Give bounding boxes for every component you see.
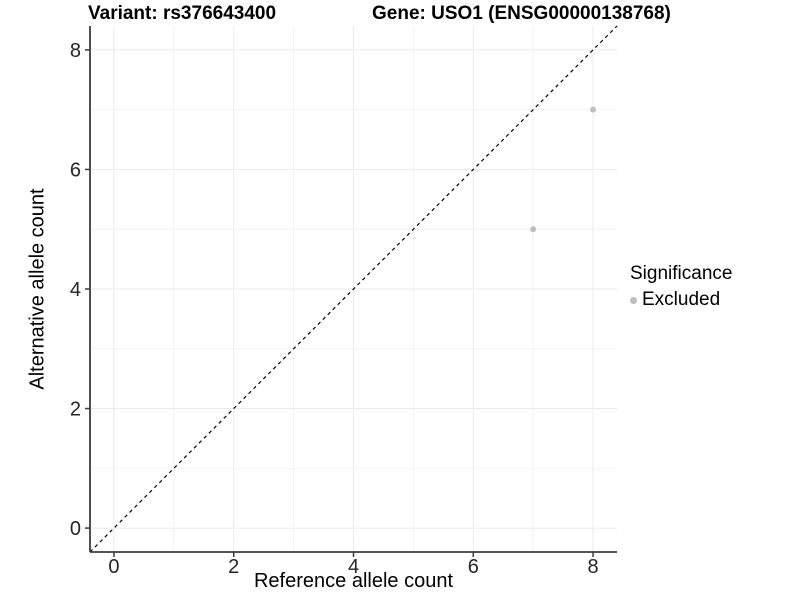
x-axis-title: Reference allele count	[253, 570, 453, 592]
y-tick-label: 8	[70, 40, 81, 62]
legend: Significance Excluded	[630, 263, 732, 311]
variant-title: Variant: rs376643400	[88, 3, 277, 24]
gene-title: Gene: USO1 (ENSG00000138768)	[372, 3, 671, 24]
x-tick-label: 2	[228, 556, 239, 578]
legend-item-excluded: Excluded	[630, 289, 732, 311]
legend-item-label: Excluded	[642, 289, 721, 310]
x-tick-label: 6	[468, 556, 479, 578]
y-tick-label: 6	[70, 159, 81, 181]
legend-title: Significance	[630, 263, 733, 284]
identity-reference-line	[89, 25, 618, 553]
y-axis-title: Alternative allele count	[26, 188, 49, 390]
x-tick-label: 8	[587, 556, 598, 578]
x-tick-label: 0	[108, 556, 119, 578]
y-tick-label: 4	[70, 279, 81, 301]
y-tick-label: 2	[70, 399, 81, 421]
x-tick-label: 4	[348, 556, 359, 578]
data-point-excluded	[590, 106, 597, 113]
excluded-point-swatch	[630, 296, 637, 304]
y-tick-label: 0	[70, 518, 81, 540]
data-point-excluded	[530, 226, 537, 233]
